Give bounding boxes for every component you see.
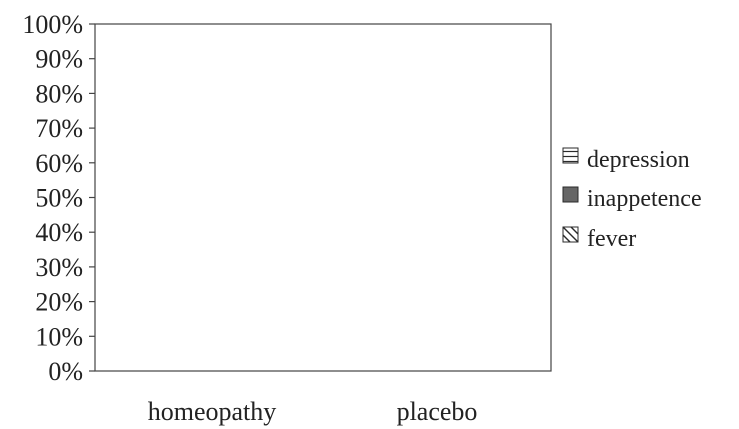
y-tick-label: 30% — [35, 253, 83, 282]
labels: 0% 10% 20% 30% 40% 50% 60% 70% 80% 90% 100% homeopa… — [22, 10, 477, 426]
y-tick-label: 10% — [35, 322, 83, 351]
legend-label-depression: depression — [587, 147, 690, 173]
plot-frame — [94, 23, 552, 372]
y-tick-label: 0% — [48, 357, 83, 386]
x-category-label-homeopathy: homeopathy — [148, 397, 277, 426]
y-tick-label: 70% — [35, 114, 83, 143]
legend-swatch-inappetence — [562, 186, 579, 203]
y-tick-label: 60% — [35, 149, 83, 178]
legend-label-fever: fever — [587, 226, 636, 252]
y-tick-label: 20% — [35, 288, 83, 317]
axes — [89, 23, 552, 372]
x-category-label-placebo: placebo — [397, 397, 478, 426]
y-tick-label: 40% — [35, 218, 83, 247]
y-tick-label: 90% — [35, 45, 83, 74]
y-tick-label: 100% — [22, 10, 83, 39]
y-tick-label: 50% — [35, 184, 83, 213]
legend: depression inappetence fever — [562, 147, 702, 252]
legend-swatch-depression — [562, 147, 579, 164]
legend-label-inappetence: inappetence — [587, 186, 702, 212]
legend-swatch-fever — [562, 226, 579, 243]
y-tick-label: 80% — [35, 79, 83, 108]
